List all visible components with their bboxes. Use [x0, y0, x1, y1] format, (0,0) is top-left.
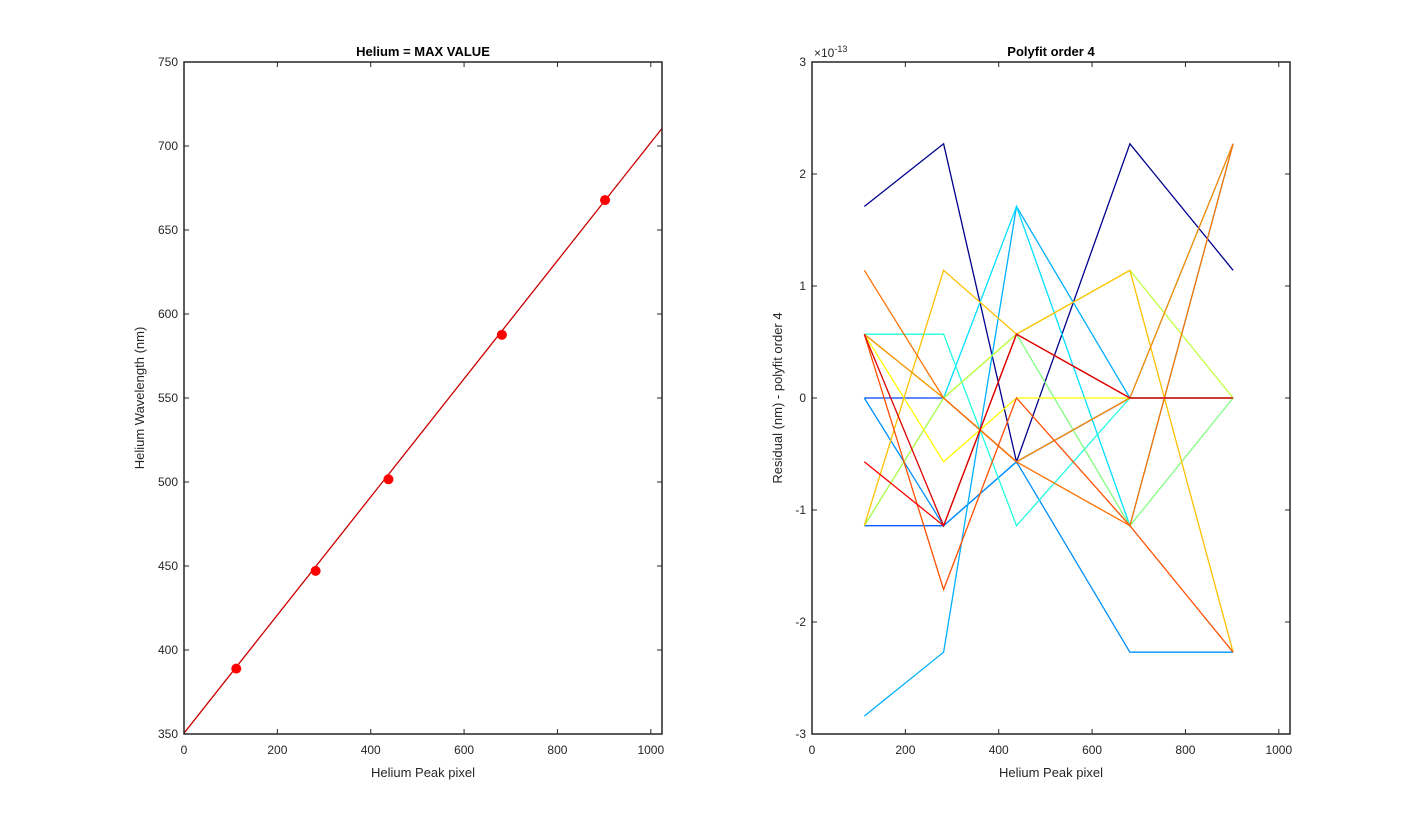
y-tick-label: 3	[799, 55, 806, 69]
x-tick-label: 0	[181, 743, 188, 757]
y-axis-label: Helium Wavelength (nm)	[132, 327, 147, 470]
x-tick-label: 600	[454, 743, 474, 757]
x-tick-label: 800	[1175, 743, 1195, 757]
chart-title: Polyfit order 4	[1007, 44, 1095, 59]
data-point	[231, 663, 242, 674]
x-tick-label: 200	[895, 743, 915, 757]
data-point	[310, 565, 321, 576]
y-tick-label: -3	[795, 727, 806, 741]
y-tick-label: -1	[795, 503, 806, 517]
y-tick-label: 2	[799, 167, 806, 181]
residual-series-line	[863, 333, 1234, 528]
y-tick-label: 450	[158, 559, 178, 573]
y-tick-label: 700	[158, 139, 178, 153]
chart-marks	[183, 127, 663, 734]
data-point	[383, 474, 394, 485]
x-tick-label: 800	[547, 743, 567, 757]
y-tick-label: 650	[158, 223, 178, 237]
x-tick-label: 400	[361, 743, 381, 757]
y-tick-label: 1	[799, 279, 806, 293]
y-tick-label: 0	[799, 391, 806, 405]
data-point	[600, 195, 611, 206]
y-tick-label: 350	[158, 727, 178, 741]
fit-line	[183, 127, 663, 734]
y-axis-exponent-label: ×10-13	[814, 44, 847, 60]
y-axis-label: Residual (nm) - polyfit order 4	[770, 312, 785, 483]
axis-ticks: 0 200 400 600 800 1000 -3 -2 -1 0 1 2 3	[795, 55, 1292, 757]
x-tick-label: 600	[1082, 743, 1102, 757]
x-tick-label: 1000	[637, 743, 664, 757]
y-tick-label: 550	[158, 391, 178, 405]
wavelength-fit-chart: 0 200 400 600 800 1000 350 400 450 500 550 600 650 70…	[132, 44, 664, 780]
x-tick-label: 200	[267, 743, 287, 757]
chart-title: Helium = MAX VALUE	[356, 44, 490, 59]
x-axis-label: Helium Peak pixel	[371, 765, 475, 780]
y-tick-label: 750	[158, 55, 178, 69]
data-point	[496, 329, 507, 340]
x-axis-label: Helium Peak pixel	[999, 765, 1103, 780]
y-tick-label: 600	[158, 307, 178, 321]
chart-marks	[863, 142, 1234, 717]
x-tick-label: 0	[809, 743, 816, 757]
x-tick-label: 1000	[1265, 743, 1292, 757]
x-tick-label: 400	[989, 743, 1009, 757]
axis-ticks: 0 200 400 600 800 1000 350 400 450 500 550 600 650 70…	[158, 55, 664, 757]
residual-chart: 0 200 400 600 800 1000 -3 -2 -1 0 1 2 3 Polyfit orde…	[770, 44, 1292, 780]
y-tick-label: -2	[795, 615, 806, 629]
y-tick-label: 400	[158, 643, 178, 657]
y-tick-label: 500	[158, 475, 178, 489]
